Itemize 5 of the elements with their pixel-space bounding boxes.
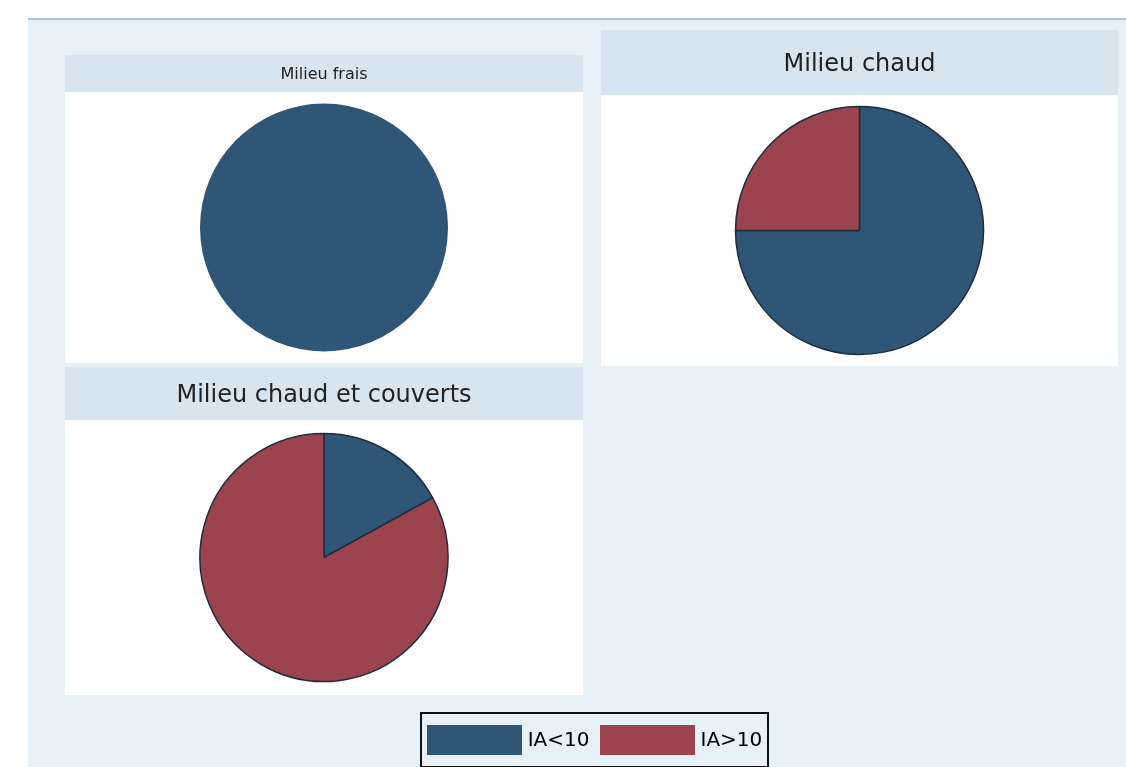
chart-title: Milieu chaud [601,30,1118,95]
legend-label: IA>10 [699,725,763,753]
legend-label: IA<10 [526,725,590,753]
chart-title: Milieu chaud et couverts [65,367,583,420]
chart-title: Milieu frais [65,55,583,92]
